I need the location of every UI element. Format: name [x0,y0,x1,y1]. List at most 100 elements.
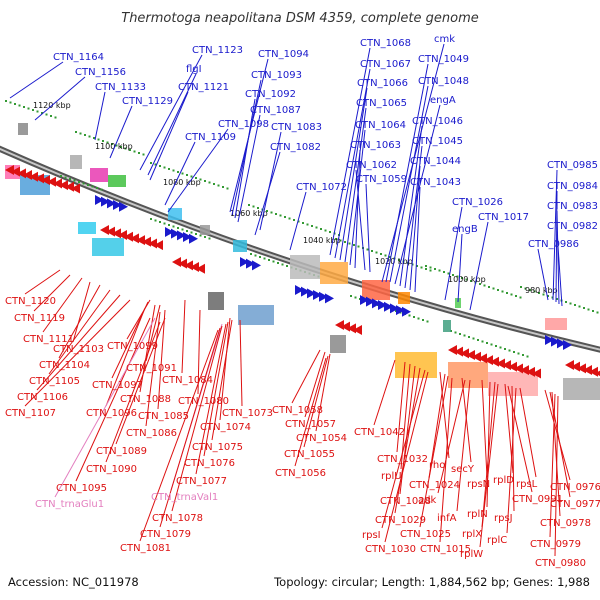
leader-line [58,284,101,359]
gene-label-ctn-1103: CTN_1103 [53,344,104,355]
forward-gene-arrow [313,290,322,301]
reverse-gene-arrow [136,235,145,246]
forward-gene-arrow [545,335,554,345]
gene-label-flgi: flgI [186,64,202,75]
tick-mark [302,222,304,224]
gene-label-ctn-1067: CTN_1067 [360,59,411,70]
leader-line [48,289,111,375]
tick-mark [14,103,16,105]
reverse-gene-arrow [148,238,157,249]
gene-label-ctn-trnaval1: CTN_trnaVal1 [151,492,218,503]
leader-line [303,355,329,448]
tick-mark [501,290,504,293]
leader-line [469,221,489,311]
reverse-gene-arrow [508,361,517,372]
accession-text: Accession: NC_011978 [8,575,139,589]
reverse-gene-arrow [154,240,163,251]
forward-gene-arrow [384,301,393,312]
tick-mark [177,227,179,229]
reverse-gene-arrow [341,321,350,332]
tick-mark [248,204,250,206]
gene-label-ctn-1106: CTN_1106 [17,392,68,403]
tick-mark [443,271,445,273]
tick-mark [320,228,322,230]
tick-mark [257,207,259,209]
leader-line [36,294,121,391]
leader-line [9,61,64,99]
gene-label-ctn-0986: CTN_0986 [528,239,579,250]
forward-gene-arrow [101,196,110,207]
forward-gene-arrow [360,295,369,305]
leader-line [105,307,146,407]
label-leader-lines [9,43,571,557]
gene-label-ctn-1098: CTN_1098 [218,119,269,130]
gene-label-ctn-1164: CTN_1164 [53,52,104,63]
scale-label: 1000 kbp [448,275,486,284]
gene-block [320,262,348,284]
leader-line [409,165,421,291]
reverse-gene-arrow [460,348,469,359]
tick-mark [195,177,197,179]
tick-mark [27,107,30,110]
tick-mark [64,176,67,179]
tick-mark [329,231,331,233]
reverse-gene-arrow [532,368,541,379]
gene-label-ctn-0980: CTN_0980 [535,558,586,569]
gene-label-ctn-1099: CTN_1099 [107,341,158,352]
leader-line [334,68,371,259]
scale-label: 1060 kbp [230,209,268,218]
gene-label-ctn-1107: CTN_1107 [5,408,56,419]
gene-label-ctn-1081: CTN_1081 [120,543,171,554]
tick-mark [508,349,511,352]
tick-mark [138,152,140,154]
tick-mark [23,106,25,108]
reverse-gene-arrow [172,257,181,267]
gene-label-ctn-1043: CTN_1043 [410,177,461,188]
gene-block [90,168,108,182]
leader-line [139,329,219,542]
gene-label-ctn-1074: CTN_1074 [200,422,251,433]
tick-mark [168,168,170,170]
tick-mark [366,248,369,251]
tick-mark [190,231,193,234]
forward-gene-arrow [307,288,316,299]
gene-label-ctn-1097: CTN_1097 [92,380,143,391]
reverse-gene-arrow [112,228,121,239]
tick-mark [93,137,95,139]
reverse-gene-arrow [130,233,139,244]
forward-gene-arrow [252,260,261,271]
tick-mark [311,225,313,227]
gene-label-ctn-1088: CTN_1088 [120,394,171,405]
gene-label-ctn-1156: CTN_1156 [75,67,126,78]
tick-mark [150,218,152,220]
leader-line [506,387,517,534]
tick-mark [82,182,85,185]
tick-mark [45,113,48,116]
gene-block [200,225,210,235]
tick-mark [186,174,188,176]
tick-mark [472,337,475,340]
leader-line [197,309,201,395]
gene-label-adk: adk [418,495,436,506]
tick-mark [447,272,450,275]
leader-line [149,91,189,181]
gene-label-ctn-1042: CTN_1042 [354,427,405,438]
gene-block [168,208,182,220]
tick-mark [375,251,378,254]
tick-mark [78,181,80,183]
gene-label-rpln: rplN [467,509,488,520]
tick-mark [470,280,472,282]
tick-mark [250,253,252,255]
tick-mark [454,331,457,334]
reverse-gene-arrow [124,231,133,242]
reverse-gene-arrow [29,171,38,182]
tick-mark [163,166,166,169]
leader-line [365,183,371,273]
gene-label-rpsj: rpsJ [494,513,513,524]
tick-mark [519,296,522,299]
leader-line [481,379,488,478]
reverse-gene-arrow [142,236,151,247]
reverse-gene-arrow [196,263,205,274]
tick-mark [150,162,152,164]
reverse-gene-arrow [496,358,505,369]
